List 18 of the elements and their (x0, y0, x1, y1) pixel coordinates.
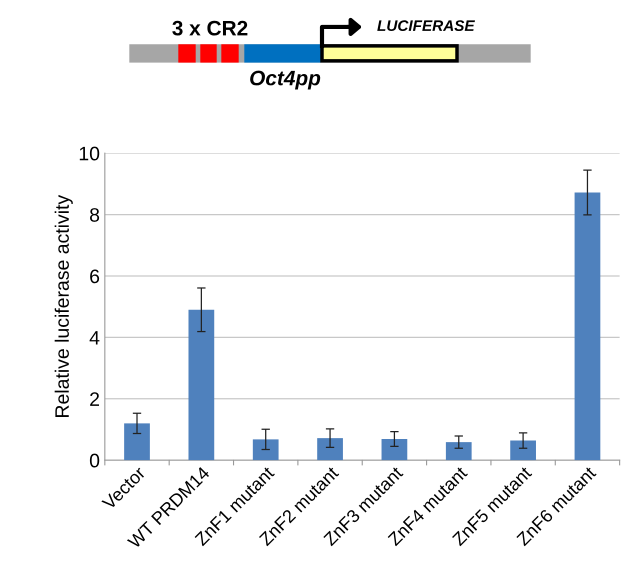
y-tick-label: 8 (90, 208, 100, 222)
y-axis-title: Relative luciferase activity (54, 194, 73, 417)
bar (382, 439, 408, 460)
text: 3 x CR2 (172, 20, 248, 36)
bar (574, 192, 600, 460)
text: Oct4pp (250, 70, 320, 90)
bar (446, 442, 472, 460)
y-tick-label: 2 (90, 392, 99, 406)
y-tick-label: 0 (90, 454, 100, 468)
bar (252, 439, 279, 460)
bar (317, 438, 343, 460)
y-tick-label: 6 (90, 269, 100, 284)
y-tick-label: 10 (80, 146, 100, 160)
bar (124, 423, 150, 460)
text: LUCIFERASE (377, 20, 475, 32)
bar (188, 310, 214, 460)
y-tick-label: 4 (90, 331, 100, 344)
bar (510, 440, 536, 460)
